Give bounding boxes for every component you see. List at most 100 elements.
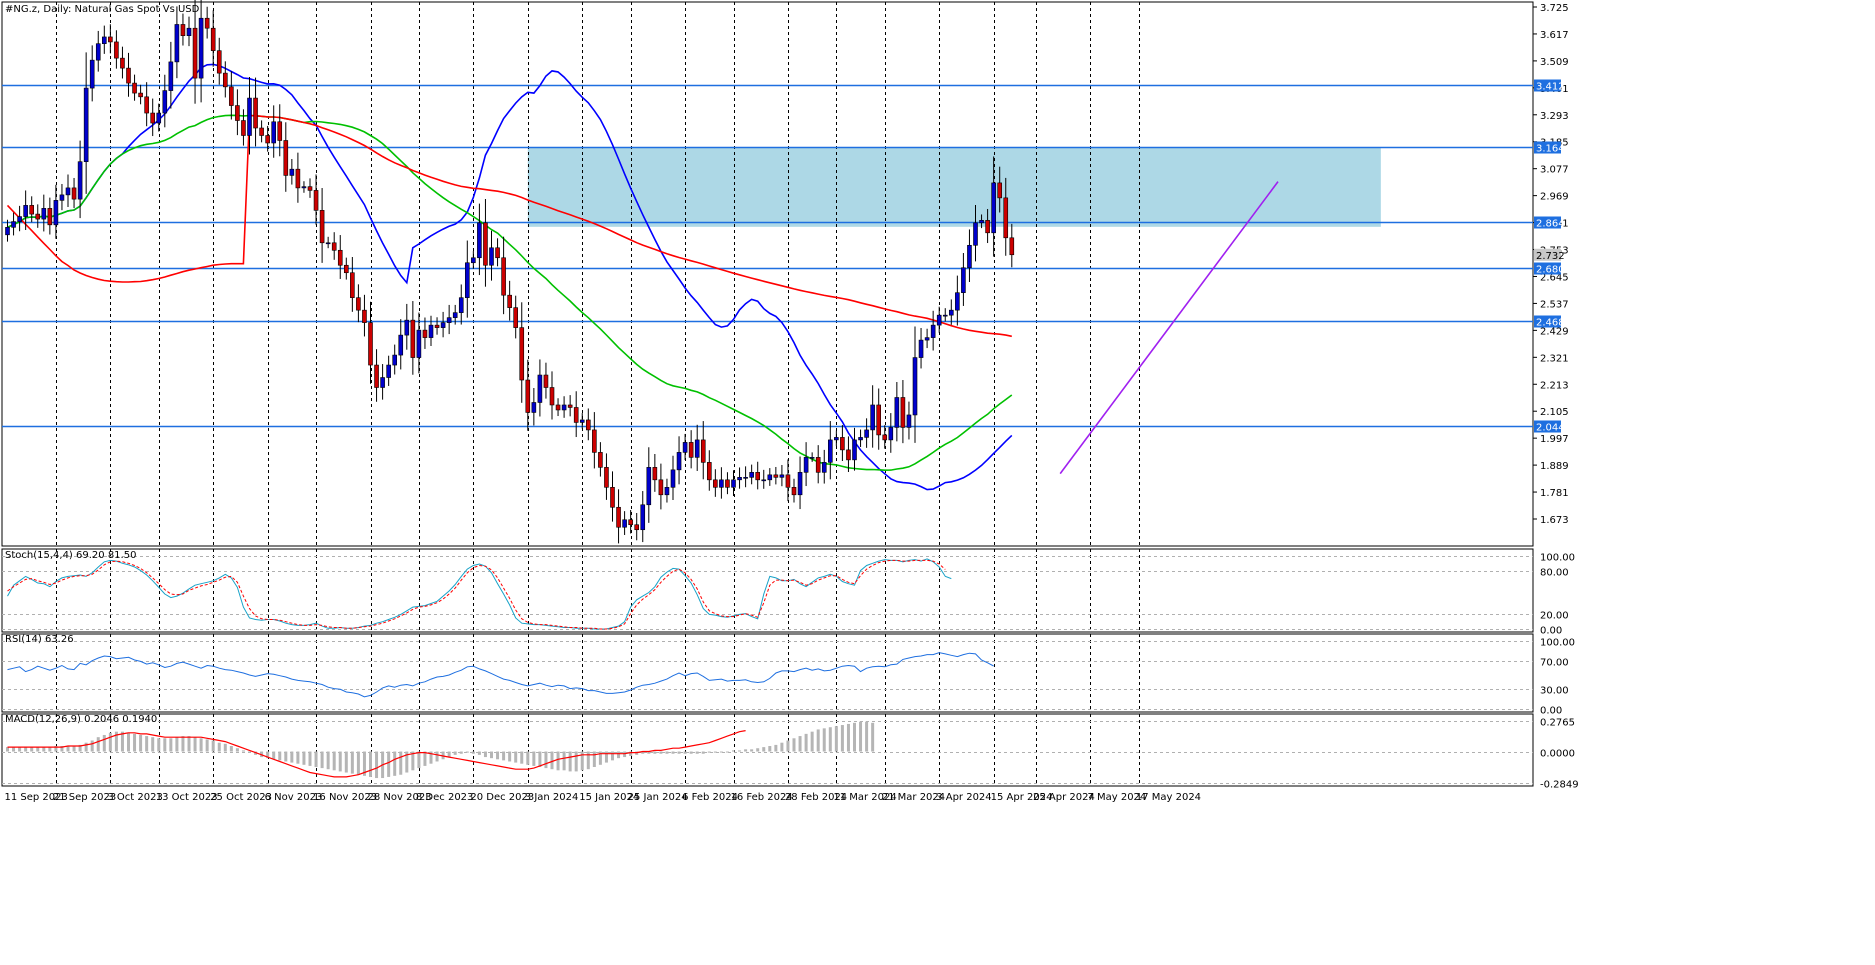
level-price-label: 2.864 xyxy=(1536,219,1565,230)
macd-histogram-bar xyxy=(405,751,409,773)
level-price-tag xyxy=(1534,79,1561,92)
candle-body xyxy=(446,317,452,323)
candle-body xyxy=(216,50,222,74)
candle-body xyxy=(83,87,89,162)
candle-body xyxy=(906,414,912,428)
trendline xyxy=(1059,181,1279,475)
candle-body xyxy=(834,437,839,441)
price-tick-label: 1.673 xyxy=(1540,515,1569,526)
price-tick-label: 2.321 xyxy=(1540,353,1569,364)
candle-body xyxy=(731,479,736,488)
x-tick-label: 28 Nov 2023 xyxy=(368,792,432,803)
price-tick-label: 3.725 xyxy=(1540,3,1569,14)
macd-histogram-bar xyxy=(586,751,590,770)
macd-histogram-bar xyxy=(816,729,820,752)
candle-body xyxy=(846,449,851,461)
macd-histogram-bar xyxy=(133,733,137,752)
candle-body xyxy=(900,397,906,428)
candle-body xyxy=(289,168,295,176)
x-tick-label: 7 May 2024 xyxy=(1087,792,1146,803)
candle-body xyxy=(973,222,978,246)
macd-histogram-bar xyxy=(514,751,518,763)
macd-signal-line xyxy=(7,730,746,778)
stoch-level-label: 100.00 xyxy=(1540,553,1575,564)
candle-body xyxy=(126,67,131,84)
ma-red-line xyxy=(6,114,1012,338)
candle-body xyxy=(229,86,234,106)
candle-body xyxy=(930,324,936,338)
price-tick-label: 3.509 xyxy=(1540,57,1569,68)
candle-body xyxy=(422,329,428,338)
candle-body xyxy=(452,312,458,318)
candle-body xyxy=(283,140,289,176)
macd-level-label: 0.2765 xyxy=(1540,718,1575,729)
candle-body xyxy=(162,90,168,114)
candle-body xyxy=(604,467,609,488)
candle-body xyxy=(489,247,494,266)
candle-body xyxy=(464,262,470,298)
candle-body xyxy=(725,479,730,488)
candle-body xyxy=(277,121,283,141)
current-price-label: 2.732 xyxy=(1536,251,1565,262)
macd-histogram-bar xyxy=(229,746,233,752)
candle-body xyxy=(688,442,694,458)
macd-histogram-bar xyxy=(671,751,675,754)
stoch-level-label: 0.00 xyxy=(1540,626,1562,637)
macd-histogram-bar xyxy=(393,751,397,776)
price-tick-label: 2.537 xyxy=(1540,299,1569,310)
candle-body xyxy=(271,121,277,144)
price-tick-label: 1.781 xyxy=(1540,488,1569,499)
macd-histogram-bar xyxy=(193,737,197,752)
x-tick-label: 17 May 2024 xyxy=(1136,792,1201,803)
macd-histogram-bar xyxy=(145,736,149,752)
candle-body xyxy=(108,36,113,43)
price-tick-label: 2.969 xyxy=(1540,192,1569,203)
candle-body xyxy=(543,374,549,388)
macd-histogram-bar xyxy=(592,751,596,767)
candle-body xyxy=(313,190,319,211)
macd-histogram-bar xyxy=(828,727,832,752)
candle-body xyxy=(773,474,779,478)
x-tick-label: 28 Feb 2024 xyxy=(785,792,847,803)
candle-body xyxy=(11,221,16,228)
macd-histogram-bar xyxy=(223,743,227,752)
macd-histogram-bar xyxy=(538,751,542,767)
macd-histogram-bar xyxy=(429,751,433,764)
candle-body xyxy=(573,407,579,423)
x-tick-label: 25 Oct 2023 xyxy=(210,792,272,803)
macd-histogram-bar xyxy=(175,737,179,752)
macd-histogram-bar xyxy=(84,742,88,752)
x-tick-label: 15 Jan 2024 xyxy=(579,792,639,803)
macd-histogram-bar xyxy=(217,742,221,752)
macd-histogram-bar xyxy=(780,742,784,752)
panel-main xyxy=(1,1,1534,547)
macd-histogram-bar xyxy=(332,751,336,771)
macd-histogram-bar xyxy=(235,748,239,752)
macd-histogram-bar xyxy=(859,721,863,752)
x-tick-label: 3 Apr 2024 xyxy=(936,792,991,803)
candle-body xyxy=(761,479,767,482)
x-tick-label: 11 Sep 2023 xyxy=(5,792,68,803)
candle-body xyxy=(616,506,621,528)
macd-histogram-bar xyxy=(665,751,669,754)
macd-histogram-bar xyxy=(36,747,40,752)
candle-body xyxy=(737,477,742,481)
macd-histogram-bar xyxy=(556,751,560,771)
candle-body xyxy=(961,267,966,293)
macd-histogram-bar xyxy=(108,732,112,752)
candle-body xyxy=(259,127,264,136)
x-tick-label: 8 Dec 2023 xyxy=(416,792,474,803)
rsi-level-label: 30.00 xyxy=(1540,686,1569,697)
candle-body xyxy=(634,524,640,531)
candle-body xyxy=(797,472,803,496)
macd-histogram-bar xyxy=(544,751,548,769)
candle-body xyxy=(664,487,670,496)
macd-histogram-bar xyxy=(290,751,294,763)
macd-histogram-bar xyxy=(520,751,524,764)
candle-body xyxy=(398,334,404,356)
candle-body xyxy=(65,187,71,196)
candle-body xyxy=(713,479,718,488)
candle-body xyxy=(555,404,561,411)
candle-body xyxy=(114,41,119,59)
